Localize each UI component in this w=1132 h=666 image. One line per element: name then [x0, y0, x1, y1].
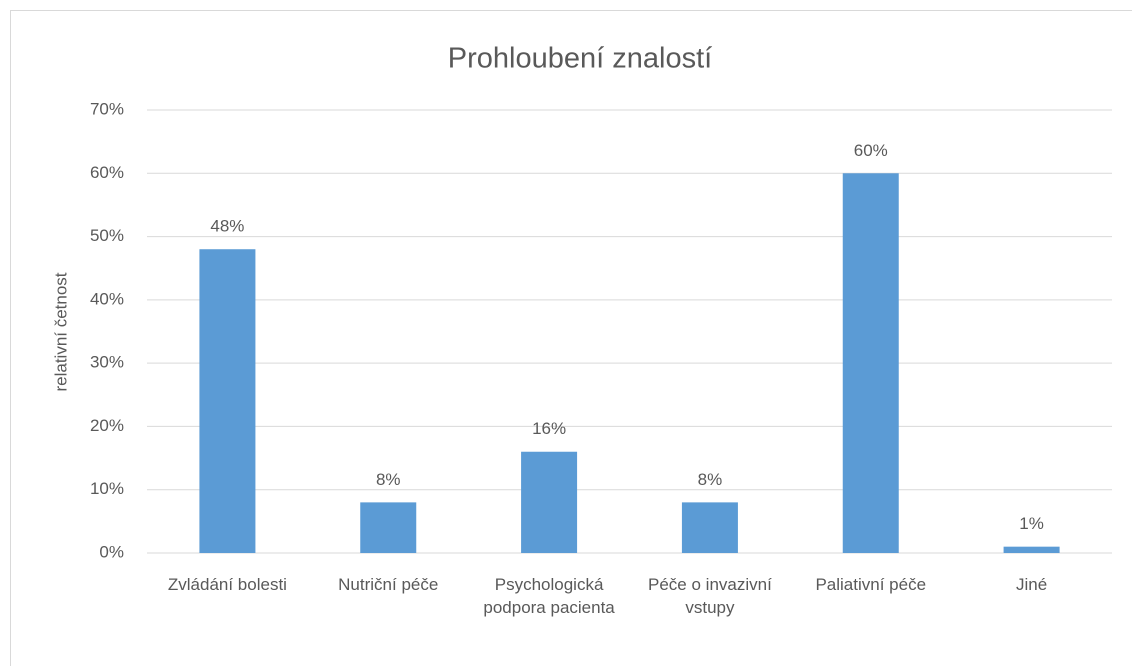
chart-border [10, 10, 1132, 666]
x-tick-label: Zvládání bolesti [167, 575, 287, 594]
x-tick-label: Jiné [1015, 575, 1048, 594]
data-label: 60% [854, 141, 888, 160]
chart-title: Prohloubení znalostí [448, 43, 712, 75]
y-tick-label: 30% [90, 353, 124, 372]
y-tick-label: 60% [90, 163, 124, 182]
x-tick-label: Péče o invazivní vstupy [648, 575, 772, 617]
y-tick-label: 40% [90, 289, 124, 308]
data-label: 16% [532, 419, 566, 438]
x-tick-label: Psychologická podpora pacienta [483, 575, 615, 617]
bar [681, 502, 738, 553]
x-tick-label: Paliativní péče [815, 575, 927, 594]
x-tick-label: Nutriční péče [338, 575, 439, 594]
y-axis-label: relativní četnost [51, 272, 70, 391]
y-tick-label: 70% [90, 99, 124, 118]
y-tick-label: 50% [90, 226, 124, 245]
data-label: 1% [1019, 514, 1044, 533]
bar [199, 249, 256, 553]
bar [360, 502, 417, 553]
y-tick-label: 0% [99, 542, 124, 561]
data-label: 8% [376, 470, 401, 489]
y-tick-label: 20% [90, 416, 124, 435]
bar [1003, 546, 1060, 553]
bar [842, 173, 899, 554]
y-tick-label: 10% [90, 479, 124, 498]
data-label: 48% [210, 217, 244, 236]
bar [521, 451, 578, 553]
data-label: 8% [698, 470, 723, 489]
